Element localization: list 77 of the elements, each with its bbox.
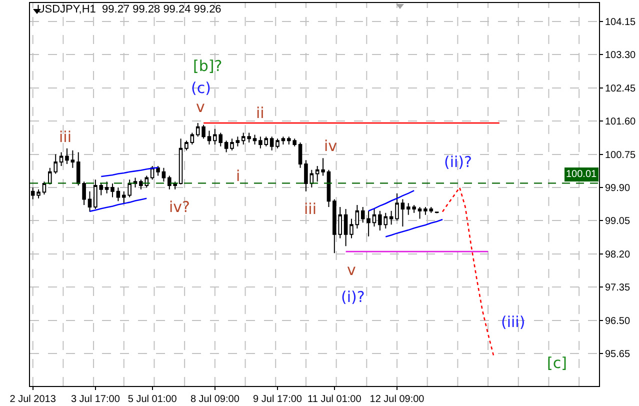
annotation: (ii)?: [444, 153, 472, 171]
candlestick: [326, 169, 331, 208]
candlestick: [429, 206, 434, 214]
candlestick: [372, 208, 376, 228]
candlestick: [298, 142, 302, 168]
candlestick: [236, 136, 240, 147]
y-tick-label: 97.35: [605, 282, 630, 294]
line-series: [384, 218, 444, 238]
candlestick: [304, 160, 308, 192]
y-tick-label: 99.05: [605, 216, 630, 228]
candlestick: [350, 218, 354, 239]
x-tick-label: 3 Jul 17:00: [70, 394, 120, 405]
line-series: [89, 198, 148, 212]
x-tick-label: 12 Jul 09:00: [370, 394, 425, 405]
annotation: ii: [256, 104, 264, 122]
candlestick: [389, 210, 394, 226]
annotation: (iii): [501, 313, 526, 331]
x-tick-label: 8 Jul 09:00: [190, 394, 240, 405]
x-tick-label: 5 Jul 01:00: [128, 394, 178, 405]
annotation: iii: [304, 200, 317, 218]
candlestick: [184, 140, 188, 151]
candlestick: [207, 130, 212, 145]
candlestick: [315, 165, 320, 182]
candlestick: [104, 181, 109, 194]
candlestick: [252, 134, 257, 145]
candlestick: [344, 208, 348, 247]
candlestick: [321, 158, 325, 176]
annotation: (c): [191, 79, 211, 97]
candlestick: [65, 148, 69, 165]
line-series: [100, 166, 159, 178]
candlestick: [70, 150, 75, 168]
y-tick-label: 95.65: [605, 349, 630, 360]
y-tick-label: 98.20: [605, 249, 630, 260]
candlestick: [190, 132, 194, 145]
candlestick: [230, 138, 234, 151]
annotation: i: [236, 167, 240, 185]
candlestick: [178, 138, 183, 185]
candlestick: [224, 140, 228, 153]
y-tick-label: 100.75: [605, 150, 636, 161]
annotation: v: [196, 98, 205, 116]
chart-title: USDJPY,H1 99.27 99.28 99.24 99.26: [36, 4, 222, 16]
annotation: v: [347, 261, 356, 279]
candlestick: [281, 136, 286, 145]
y-tick-label: 104.15: [605, 16, 636, 28]
annotation: iii: [59, 128, 72, 146]
candlestick: [162, 167, 166, 182]
candlestick: [355, 204, 360, 229]
y-tick-label: 99.90: [605, 182, 630, 194]
candlestick: [36, 188, 40, 199]
annotation: iv?: [169, 198, 190, 216]
ref-line-label: 100.01: [566, 169, 598, 180]
y-tick-label: 103.30: [605, 50, 636, 62]
candlestick: [276, 138, 280, 149]
x-tick-label: 11 Jul 01:00: [308, 394, 362, 405]
line-series: [442, 186, 494, 357]
y-tick-label: 96.50: [605, 316, 630, 327]
candlestick: [88, 190, 92, 212]
candlestick: [139, 179, 143, 190]
candlestick: [116, 186, 120, 202]
y-tick-label: 101.60: [605, 116, 636, 128]
y-tick-label: 102.45: [605, 83, 636, 94]
candlestick: [110, 183, 114, 198]
annotation: iv: [324, 137, 338, 155]
candlestick: [434, 211, 439, 214]
candlestick: [270, 136, 274, 151]
candlestick: [418, 206, 422, 220]
candlestick: [395, 192, 399, 222]
candlestick: [400, 198, 405, 228]
annotation: (i)?: [341, 288, 365, 306]
x-tick-label: 9 Jul 17:00: [253, 394, 302, 405]
annotation: [c]: [547, 354, 567, 372]
line-series: [368, 190, 415, 212]
x-tick-label: 2 Jul 2013: [10, 394, 56, 405]
annotation: [b]?: [193, 57, 222, 75]
candlestick: [424, 206, 428, 216]
candlestick: [156, 165, 160, 176]
candlestick: [59, 152, 64, 166]
